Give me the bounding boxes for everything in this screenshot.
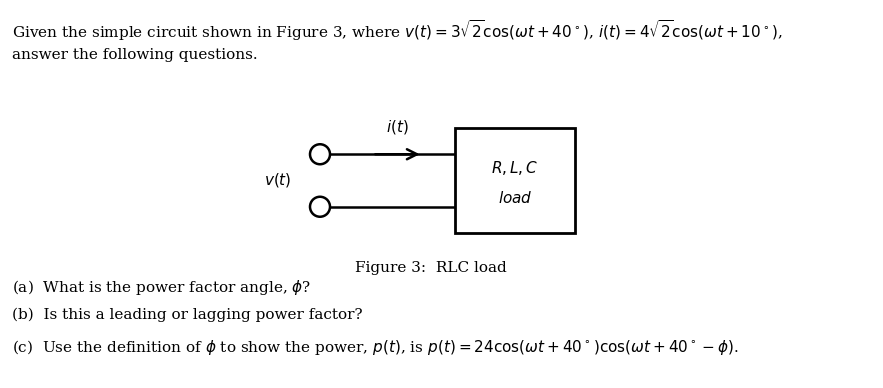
Bar — [455, 128, 575, 233]
Text: $i(t)$: $i(t)$ — [386, 118, 409, 136]
Text: (a)  What is the power factor angle, $\phi$?: (a) What is the power factor angle, $\ph… — [12, 278, 311, 297]
Text: $load$: $load$ — [498, 191, 532, 206]
Text: $v(t)$: $v(t)$ — [264, 171, 291, 189]
Text: $R, L, C$: $R, L, C$ — [491, 159, 539, 177]
Text: answer the following questions.: answer the following questions. — [12, 48, 258, 62]
Text: Given the simple circuit shown in Figure 3, where $v(t) = 3\sqrt{2}\cos(\omega t: Given the simple circuit shown in Figure… — [12, 18, 783, 43]
Text: (c)  Use the definition of $\phi$ to show the power, $p(t)$, is $p(t) = 24\cos(\: (c) Use the definition of $\phi$ to show… — [12, 338, 739, 357]
Text: Figure 3:  RLC load: Figure 3: RLC load — [355, 261, 507, 275]
Text: (b)  Is this a leading or lagging power factor?: (b) Is this a leading or lagging power f… — [12, 308, 363, 322]
